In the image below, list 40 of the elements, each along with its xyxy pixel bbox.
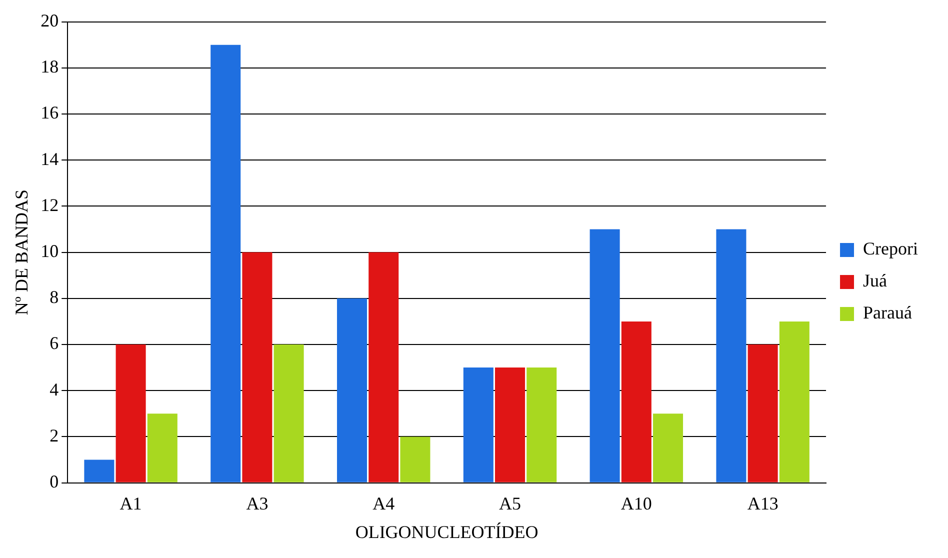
- bar: [116, 344, 146, 482]
- legend-label: Parauá: [863, 302, 912, 323]
- x-tick-label: A5: [499, 493, 522, 514]
- x-axis-title: OLIGONUCLEOTÍDEO: [355, 522, 538, 542]
- y-tick-label: 6: [50, 333, 59, 354]
- bar: [653, 414, 684, 482]
- bar: [242, 252, 272, 482]
- legend-label: Juá: [863, 270, 888, 291]
- y-tick-label: 16: [40, 102, 59, 123]
- bar: [526, 368, 557, 482]
- y-tick-label: 12: [40, 194, 59, 215]
- x-tick-label: A3: [246, 493, 268, 514]
- x-tick-label: A1: [120, 493, 142, 514]
- y-tick-label: 18: [40, 56, 59, 77]
- bar: [621, 321, 652, 482]
- bar: [147, 414, 178, 482]
- y-tick-label: 14: [40, 148, 59, 169]
- y-tick-label: 4: [50, 379, 59, 400]
- bar: [400, 436, 430, 482]
- legend-label: Crepori: [863, 238, 918, 259]
- bar: [463, 368, 494, 482]
- bar: [274, 344, 304, 482]
- y-tick-label: 8: [50, 287, 59, 308]
- bar: [748, 344, 778, 482]
- bar: [495, 368, 526, 482]
- y-tick-label: 20: [40, 10, 59, 31]
- bar: [336, 298, 368, 482]
- bar: [210, 44, 241, 482]
- bar: [590, 229, 620, 482]
- y-tick-label: 10: [40, 241, 59, 262]
- x-tick-label: A10: [620, 493, 652, 514]
- x-tick-label: A4: [372, 493, 395, 514]
- x-tick-label: A13: [747, 493, 778, 514]
- y-tick-label: 2: [50, 425, 59, 446]
- y-tick-label: 0: [50, 472, 59, 492]
- y-axis-title: Nº DE BANDAS: [12, 190, 32, 316]
- bar: [716, 229, 746, 482]
- bar: [368, 252, 399, 482]
- bar: [84, 460, 114, 482]
- bar: [779, 321, 810, 482]
